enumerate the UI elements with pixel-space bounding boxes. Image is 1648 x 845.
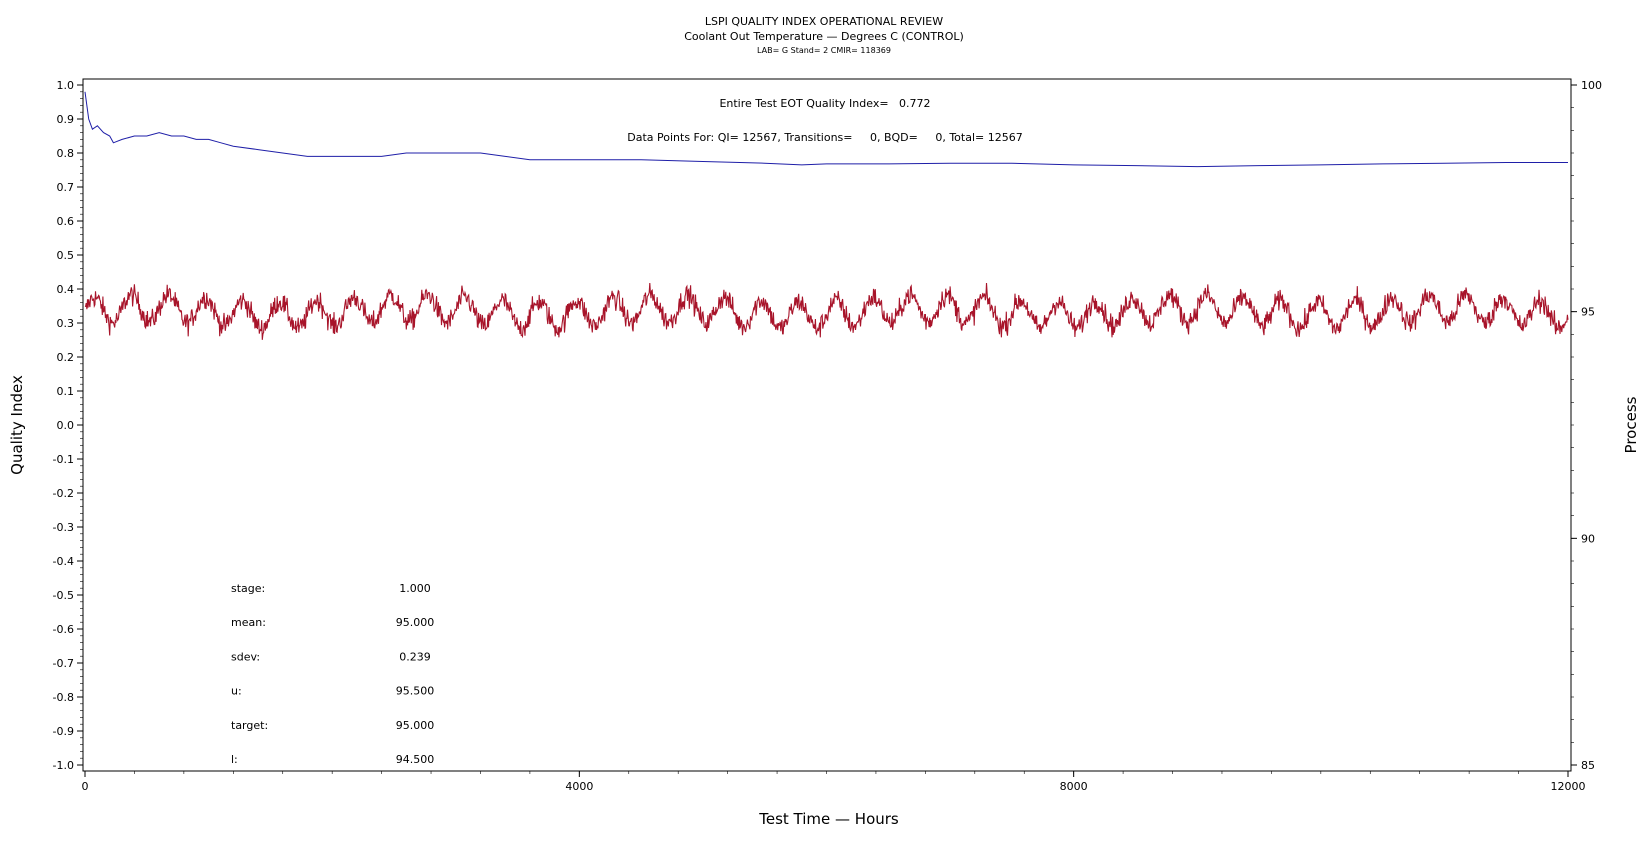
y-right-tick-label: 85 [1581, 759, 1595, 772]
y-left-tick-label: 0.4 [57, 283, 75, 296]
stat-label: stage: [231, 582, 265, 595]
plot-frame [82, 78, 1572, 772]
y-left-tick-label: 0.6 [57, 215, 75, 228]
y-left-tick-label: -0.4 [53, 555, 74, 568]
y-left-tick-label: 0.3 [57, 317, 75, 330]
y-left-tick-label: -0.7 [53, 657, 74, 670]
y-right-tick-label: 90 [1581, 532, 1595, 545]
y-left-tick-label: 0.0 [57, 419, 75, 432]
chart-subtitle: Coolant Out Temperature — Degrees C (CON… [684, 30, 964, 43]
y-left-tick-label: -0.9 [53, 725, 74, 738]
bottom-axis: 0 4000 8000 12000 [82, 771, 1586, 793]
y-left-tick-label: 0.1 [57, 385, 75, 398]
y-left-tick-label: 0.9 [57, 113, 75, 126]
x-tick-label: 12000 [1551, 780, 1586, 793]
y-left-tick-label: -0.6 [53, 623, 74, 636]
stat-label: mean: [231, 616, 266, 629]
x-tick-label: 8000 [1060, 780, 1088, 793]
y-left-tick-label: 1.0 [57, 79, 75, 92]
chart-info: LAB= G Stand= 2 CMIR= 118369 [757, 46, 891, 55]
y-right-tick-label: 100 [1581, 79, 1602, 92]
stat-label: target: [231, 719, 268, 732]
stat-value: 95.000 [396, 616, 435, 629]
y-left-tick-label: 0.8 [57, 147, 75, 160]
y-left-tick-label: -0.2 [53, 487, 74, 500]
stat-label: l: [231, 753, 238, 766]
left-axis: 1.0 0.9 0.8 0.7 0.6 0.5 0.4 0.3 0.2 0.1 0.0 -0.1 -0.… [53, 79, 83, 772]
stat-value: 94.500 [396, 753, 435, 766]
x-tick-label: 0 [82, 780, 89, 793]
quality-index-series-line [84, 91, 1568, 168]
stat-value: 0.239 [399, 650, 431, 663]
y-left-tick-label: 0.5 [57, 249, 75, 262]
y-left-tick-label: 0.2 [57, 351, 75, 364]
x-axis-label: Test Time — Hours [758, 810, 899, 828]
y-left-tick-label: -0.5 [53, 589, 74, 602]
stat-label: sdev: [231, 650, 260, 663]
y-right-axis-label: Process [1622, 396, 1640, 453]
stat-value: 95.500 [396, 685, 435, 698]
y-left-tick-label: -0.3 [53, 521, 74, 534]
y-left-axis-label: Quality Index [8, 375, 26, 475]
y-left-tick-label: 0.7 [57, 181, 75, 194]
chart-title: LSPI QUALITY INDEX OPERATIONAL REVIEW [705, 15, 943, 28]
right-axis: 85 90 95 100 [1571, 79, 1602, 772]
quality-index-annotation: Entire Test EOT Quality Index= 0.772 [719, 97, 930, 110]
stat-label: u: [231, 685, 242, 698]
stat-value: 95.000 [396, 719, 435, 732]
y-left-tick-label: -1.0 [53, 759, 74, 772]
y-left-tick-label: -0.1 [53, 453, 74, 466]
stats-block: stage: 1.000 mean: 95.000 sdev: 0.239 u: 95.500… [231, 582, 434, 766]
series-layer [84, 91, 1569, 340]
data-points-annotation: Data Points For: QI= 12567, Transitions=… [627, 131, 1022, 144]
x-tick-label: 4000 [565, 780, 593, 793]
stat-value: 1.000 [399, 582, 431, 595]
y-left-tick-label: -0.8 [53, 691, 74, 704]
y-right-tick-label: 95 [1581, 306, 1595, 319]
process-series-line [84, 282, 1569, 340]
